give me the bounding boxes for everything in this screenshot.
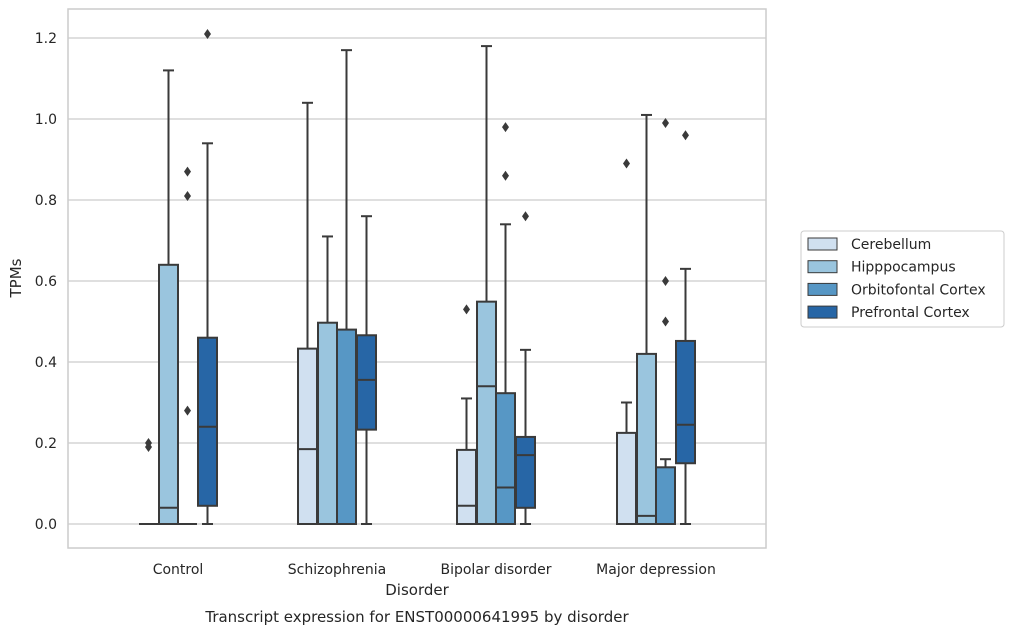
y-tick-label: 0.4 bbox=[35, 355, 57, 371]
legend: Cerebellum Hipppocampus Orbitofontal Corte… bbox=[800, 230, 1005, 328]
outlier-point bbox=[502, 122, 509, 133]
box-hipppocampus-3 bbox=[636, 113, 657, 525]
box-iqr bbox=[317, 321, 338, 525]
box-iqr bbox=[158, 263, 179, 525]
outlier-point bbox=[184, 190, 191, 201]
box-hipppocampus-0 bbox=[158, 69, 179, 525]
y-tick-label: 1.2 bbox=[35, 31, 57, 47]
box-iqr bbox=[476, 300, 497, 525]
x-axis-label: Disorder bbox=[385, 581, 449, 599]
box-iqr bbox=[356, 334, 377, 431]
box-iqr bbox=[456, 448, 477, 526]
y-axis-ticks: 0.0 0.2 0.4 0.6 0.8 1.0 1.2 bbox=[35, 31, 57, 533]
box-orbitofontal-cortex-3 bbox=[655, 118, 676, 525]
box-prefrontal-cortex-1 bbox=[356, 215, 377, 525]
box-iqr bbox=[616, 431, 637, 525]
box-iqr bbox=[297, 347, 318, 526]
box-orbitofontal-cortex-1 bbox=[336, 49, 357, 525]
box-hipppocampus-2 bbox=[476, 45, 497, 525]
x-tick-label: Bipolar disorder bbox=[440, 562, 551, 578]
box-cerebellum-3 bbox=[616, 158, 637, 525]
legend-swatch bbox=[807, 282, 838, 296]
y-tick-label: 0.2 bbox=[35, 436, 57, 452]
chart-caption: Transcript expression for ENST0000064199… bbox=[204, 608, 629, 626]
box-hipppocampus-1 bbox=[317, 235, 338, 525]
boxes-layer bbox=[139, 28, 696, 526]
legend-label: Hipppocampus bbox=[851, 260, 956, 276]
outlier-point bbox=[184, 166, 191, 177]
box-prefrontal-cortex-0 bbox=[197, 28, 218, 525]
outlier-point bbox=[204, 28, 211, 39]
box-cerebellum-1 bbox=[297, 101, 318, 526]
y-axis-label: TPMs bbox=[7, 258, 25, 298]
outlier-point bbox=[662, 276, 669, 286]
box-iqr bbox=[675, 339, 696, 465]
box-prefrontal-cortex-2 bbox=[515, 211, 536, 525]
legend-label: Orbitofontal Cortex bbox=[851, 282, 986, 298]
y-tick-label: 0.6 bbox=[35, 274, 57, 290]
outlier-point bbox=[662, 316, 669, 327]
box-iqr bbox=[515, 435, 536, 509]
y-tick-label: 0.8 bbox=[35, 193, 57, 209]
x-tick-label: Control bbox=[153, 562, 204, 578]
box-orbitofontal-cortex-0 bbox=[178, 166, 197, 525]
y-tick-label: 0.0 bbox=[35, 517, 57, 533]
legend-swatch bbox=[807, 237, 838, 251]
box-iqr bbox=[655, 466, 676, 525]
y-tick-label: 1.0 bbox=[35, 112, 57, 128]
outlier-point bbox=[623, 158, 630, 169]
box-iqr bbox=[636, 352, 657, 525]
legend-swatch bbox=[807, 260, 838, 274]
outlier-point bbox=[502, 170, 509, 181]
box-iqr bbox=[197, 336, 218, 507]
x-tick-label: Schizophrenia bbox=[288, 562, 386, 578]
plot-area-frame bbox=[67, 8, 767, 549]
outlier-point bbox=[184, 405, 191, 416]
outlier-point bbox=[522, 211, 529, 222]
legend-frame bbox=[800, 230, 1005, 328]
outlier-point bbox=[463, 304, 470, 315]
legend-label: Prefrontal Cortex bbox=[851, 305, 970, 321]
x-tick-label: Major depression bbox=[596, 562, 716, 578]
box-prefrontal-cortex-3 bbox=[675, 130, 696, 525]
outlier-point bbox=[662, 118, 669, 129]
box-cerebellum-2 bbox=[456, 304, 477, 526]
box-iqr bbox=[336, 328, 357, 525]
legend-label: Cerebellum bbox=[851, 237, 931, 253]
outlier-point bbox=[145, 438, 152, 448]
box-orbitofontal-cortex-2 bbox=[495, 122, 516, 525]
gridlines bbox=[68, 37, 766, 525]
outlier-point bbox=[682, 130, 689, 141]
box-iqr bbox=[495, 392, 516, 525]
legend-swatch bbox=[807, 305, 838, 319]
box-cerebellum-0 bbox=[139, 438, 158, 525]
x-axis-ticks: Control Schizophrenia Bipolar disorder Majo… bbox=[153, 562, 716, 578]
